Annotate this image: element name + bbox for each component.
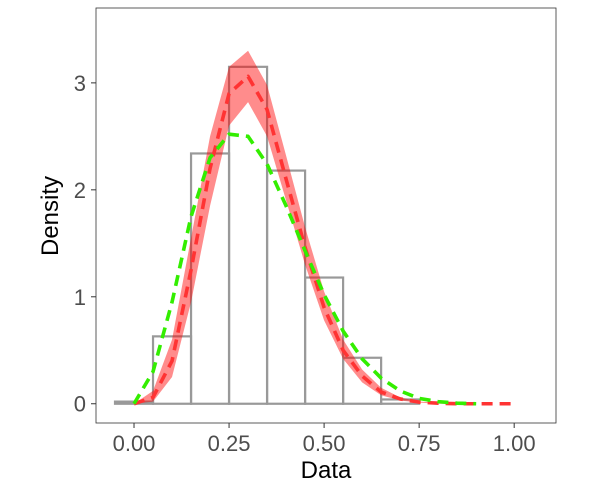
x-tick-label: 1.00 [493, 431, 536, 456]
x-tick-label: 0.00 [113, 431, 156, 456]
y-axis-title: Density [37, 176, 64, 256]
y-tick-label: 0 [74, 392, 86, 417]
fit-confidence-band [134, 50, 515, 404]
y-tick-label: 3 [74, 71, 86, 96]
panel-border [95, 7, 557, 424]
x-axis-title: Data [301, 457, 352, 484]
red-dashed-density-curve [133, 74, 515, 406]
x-tick-label: 0.25 [208, 431, 251, 456]
green-dashed-density-curve [132, 132, 477, 406]
axes: 0.00 0.25 0.50 0.75 1.00 0 1 2 3 [74, 71, 536, 456]
histogram-bar [303, 276, 345, 405]
x-tick-label: 0.75 [398, 431, 441, 456]
y-tick-label: 2 [74, 178, 86, 203]
y-tick-label: 1 [74, 285, 86, 310]
density-curves [132, 74, 515, 406]
fit-band [134, 50, 515, 404]
x-tick-label: 0.50 [303, 431, 346, 456]
